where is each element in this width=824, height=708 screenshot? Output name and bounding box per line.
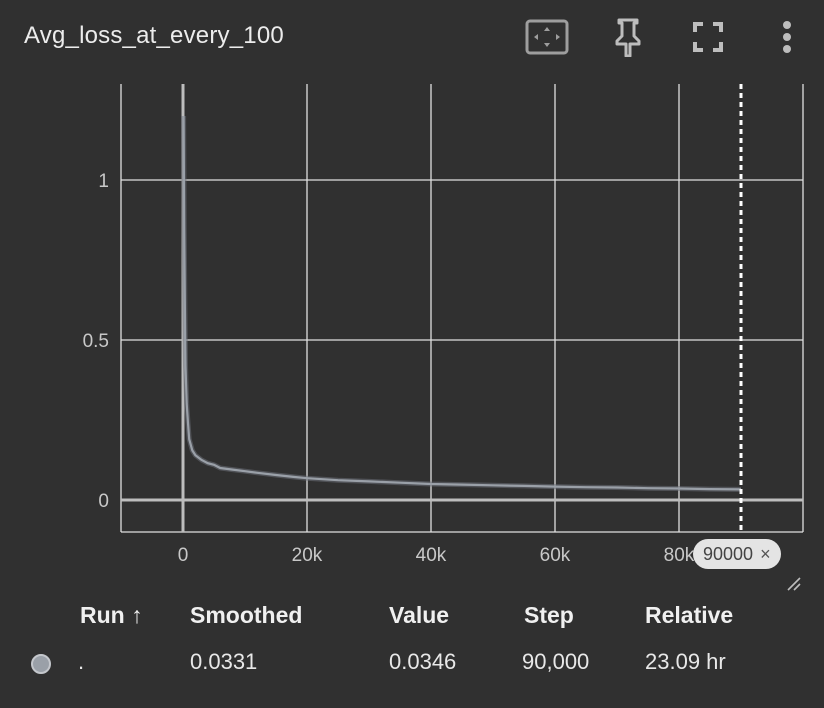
step-cursor-chip[interactable]: 90000 × [693,539,781,569]
col-header-relative[interactable]: Relative [645,602,734,628]
series-line-raw [181,115,742,492]
series-line [182,115,742,491]
run-name: . [78,649,85,674]
fullscreen-button[interactable] [688,16,728,58]
resize-handle-icon[interactable] [786,576,802,592]
smoothed-value: 0.0331 [190,649,258,674]
x-tick-label: 20k [292,545,323,566]
more-options-button[interactable] [772,16,802,58]
run-color-swatch [31,654,51,674]
y-tick-label: 1 [98,171,109,192]
col-header-step[interactable]: Step [524,602,574,628]
col-header-value[interactable]: Value [389,602,450,628]
y-tick-label: 0 [98,491,109,512]
fit-domain-button[interactable] [524,16,570,58]
loss-chart[interactable]: 0 20k 40k 60k 80k 0 0.5 1 [0,0,824,600]
x-tick-label: 40k [416,545,447,566]
chart-title: Avg_loss_at_every_100 [24,22,284,49]
step-value: 90,000 [522,649,590,674]
x-tick-label: 60k [540,545,571,566]
chart-axes [120,84,803,533]
pin-icon [615,18,641,57]
close-icon[interactable]: × [760,543,771,564]
chart-series [181,115,742,492]
chart-grid [121,84,804,532]
col-header-run[interactable]: Run ↑ [80,602,143,628]
col-header-smoothed[interactable]: Smoothed [190,602,303,628]
fullscreen-icon [693,22,723,52]
more-vert-icon [783,21,791,53]
x-tick-label: 0 [178,545,189,566]
x-tick-label: 80k [664,545,695,566]
relative-time: 23.09 hr [645,649,726,674]
tick-labels: 0 20k 40k 60k 80k 0 0.5 1 [83,171,695,566]
fit-domain-icon [525,19,569,55]
y-tick-label: 0.5 [83,331,109,352]
raw-value: 0.0346 [389,649,457,674]
step-cursor-label: 90000 [703,543,754,564]
pin-button[interactable] [608,16,648,58]
